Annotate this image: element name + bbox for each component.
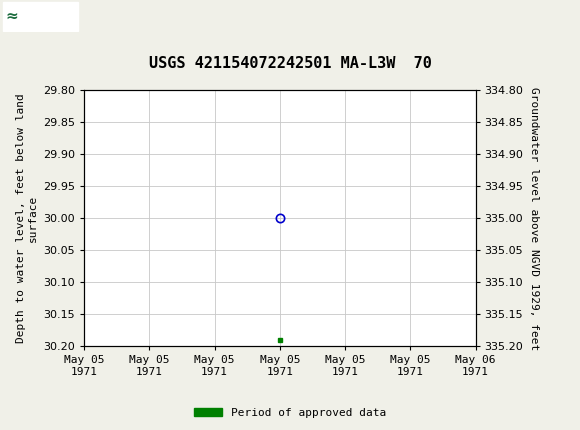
Text: USGS: USGS [32,9,79,24]
Legend: Period of approved data: Period of approved data [190,403,390,422]
Y-axis label: Groundwater level above NGVD 1929, feet: Groundwater level above NGVD 1929, feet [529,86,539,350]
Y-axis label: Depth to water level, feet below land
surface: Depth to water level, feet below land su… [16,93,38,343]
Text: USGS 421154072242501 MA-L3W  70: USGS 421154072242501 MA-L3W 70 [148,56,432,71]
Bar [3,2,78,31]
Text: ≈: ≈ [6,9,19,24]
